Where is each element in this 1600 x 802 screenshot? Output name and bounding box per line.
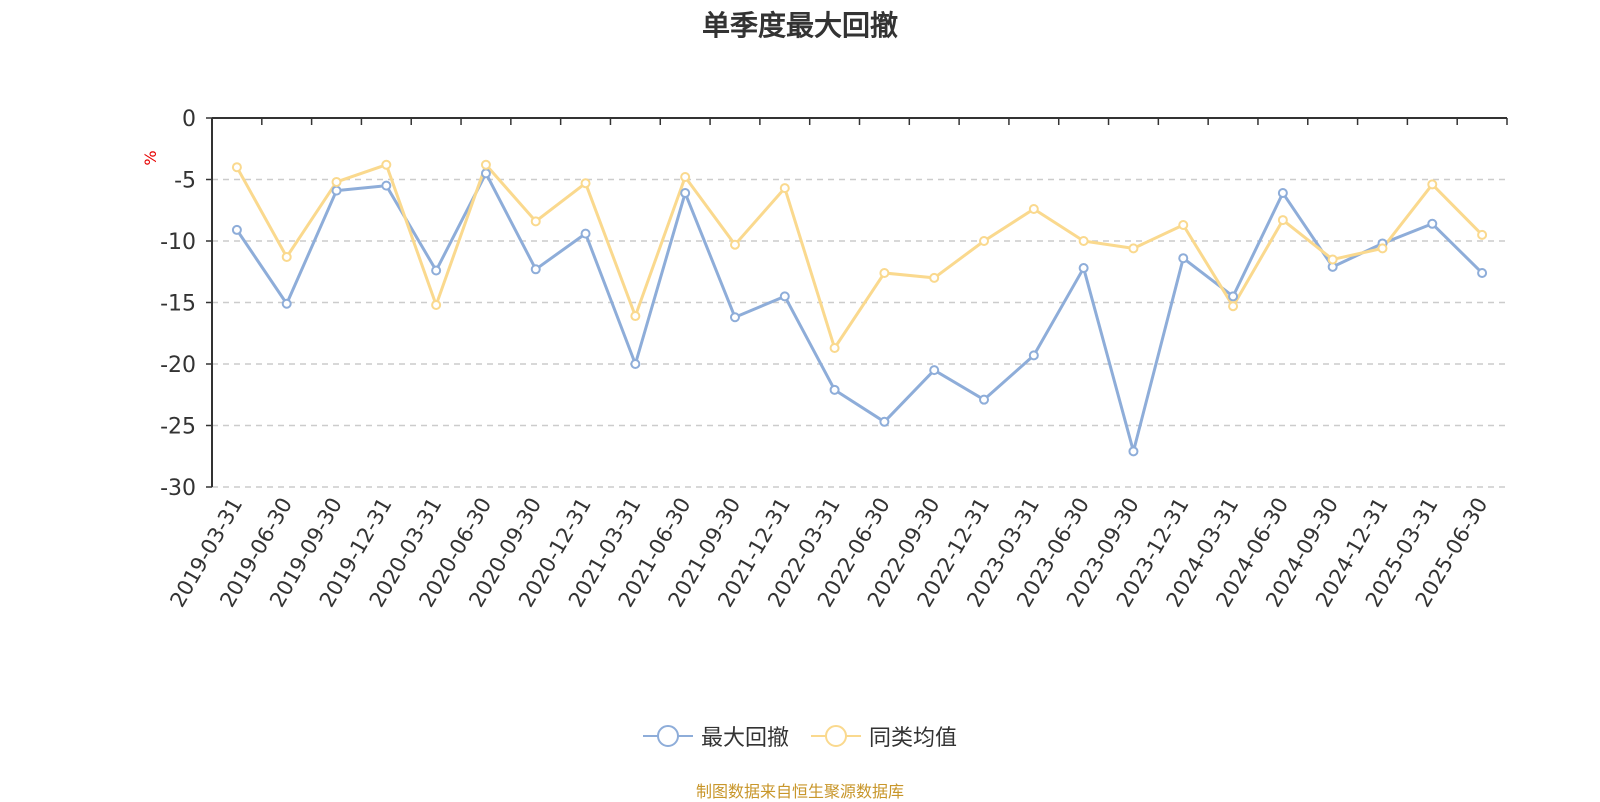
y-tick-label: -5 <box>174 169 196 194</box>
data-point-series-1[interactable] <box>979 236 990 246</box>
data-point-series-1[interactable] <box>630 311 641 322</box>
data-point-series-0[interactable] <box>1427 218 1438 229</box>
data-point-series-0[interactable] <box>480 168 491 179</box>
source-note: 制图数据来自恒生聚源数据库 <box>695 782 904 801</box>
y-axis-unit-label: % <box>141 150 160 165</box>
data-point-series-0[interactable] <box>1277 188 1288 199</box>
data-point-series-0[interactable] <box>281 298 292 309</box>
data-point-series-0[interactable] <box>1477 267 1488 278</box>
data-point-series-1[interactable] <box>1427 179 1438 190</box>
legend: 最大回撤 同类均值 <box>0 720 1600 752</box>
data-point-series-1[interactable] <box>1178 220 1189 231</box>
data-point-series-1[interactable] <box>779 183 790 194</box>
y-tick-label: -10 <box>160 230 196 255</box>
data-point-series-0[interactable] <box>381 180 392 191</box>
data-point-series-0[interactable] <box>1128 446 1139 457</box>
data-point-series-0[interactable] <box>530 264 541 275</box>
series <box>231 159 1488 457</box>
data-point-series-1[interactable] <box>580 178 591 189</box>
data-point-series-0[interactable] <box>331 185 342 196</box>
y-tick-label: -25 <box>160 415 196 440</box>
data-point-series-1[interactable] <box>929 272 940 283</box>
data-point-series-0[interactable] <box>231 224 242 235</box>
legend-label: 同类均值 <box>869 726 958 751</box>
data-point-series-0[interactable] <box>1178 253 1189 264</box>
data-point-series-1[interactable] <box>1477 229 1488 240</box>
data-point-series-1[interactable] <box>431 299 442 310</box>
series-line-1 <box>235 163 1484 350</box>
axes: 0-5-10-15-20-25-302019-03-312019-06-3020… <box>160 107 1508 611</box>
data-point-series-1[interactable] <box>729 239 740 250</box>
data-point-series-1[interactable] <box>1377 243 1388 254</box>
data-point-series-1[interactable] <box>281 251 292 262</box>
data-point-series-1[interactable] <box>1128 243 1139 254</box>
data-point-series-1[interactable] <box>680 172 691 183</box>
y-tick-label: -30 <box>160 476 196 501</box>
y-tick-label: 0 <box>182 107 196 132</box>
data-point-series-1[interactable] <box>1228 301 1239 312</box>
data-point-series-0[interactable] <box>580 228 591 239</box>
data-point-series-0[interactable] <box>929 365 940 376</box>
data-point-series-1[interactable] <box>879 267 890 278</box>
legend-item-peer-average[interactable]: 同类均值 <box>811 720 957 752</box>
data-point-series-1[interactable] <box>1028 204 1039 215</box>
data-point-series-1[interactable] <box>381 159 392 170</box>
y-tick-label: -20 <box>160 353 196 378</box>
data-point-series-0[interactable] <box>979 394 990 405</box>
data-point-series-1[interactable] <box>829 343 840 354</box>
data-point-series-1[interactable] <box>480 159 491 170</box>
data-point-series-0[interactable] <box>1028 350 1039 361</box>
data-point-series-0[interactable] <box>829 384 840 395</box>
data-point-series-0[interactable] <box>1078 263 1089 274</box>
data-point-series-0[interactable] <box>729 312 740 323</box>
data-point-series-0[interactable] <box>779 291 790 302</box>
legend-marker-icon <box>642 725 693 747</box>
data-point-series-1[interactable] <box>1327 254 1338 265</box>
data-point-series-1[interactable] <box>530 216 541 227</box>
legend-item-max-drawdown[interactable]: 最大回撤 <box>642 720 789 752</box>
data-point-series-1[interactable] <box>1277 215 1288 226</box>
data-point-series-1[interactable] <box>1078 236 1089 246</box>
chart-title: 单季度最大回撤 <box>701 9 898 42</box>
data-point-series-1[interactable] <box>331 176 342 187</box>
series-line-0 <box>235 171 1484 453</box>
legend-label: 最大回撤 <box>700 726 789 751</box>
legend-marker-icon <box>811 725 861 747</box>
data-point-series-0[interactable] <box>680 188 691 199</box>
data-point-series-0[interactable] <box>1228 291 1239 302</box>
data-point-series-0[interactable] <box>879 416 890 427</box>
gridlines <box>212 178 1507 488</box>
y-tick-label: -15 <box>160 292 196 317</box>
data-point-series-0[interactable] <box>630 359 641 369</box>
data-point-series-1[interactable] <box>231 162 242 173</box>
data-point-series-0[interactable] <box>431 265 442 276</box>
